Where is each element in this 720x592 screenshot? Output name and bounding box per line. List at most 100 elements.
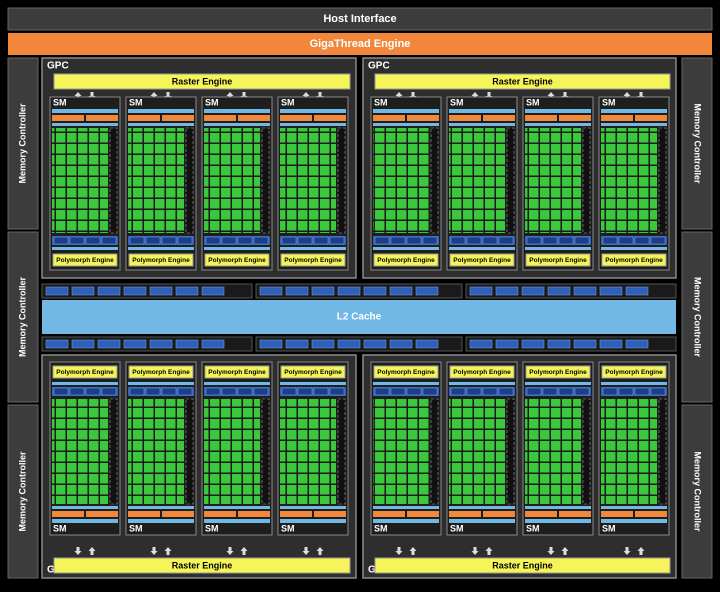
bus-segment [599,286,623,296]
sm-blue-strip [280,387,346,396]
sm-orange [86,115,118,121]
polymorph-engine-box [128,365,194,379]
sm-orange [52,511,84,517]
sm-orange [162,115,194,121]
raster-engine-box [374,73,671,90]
sm-bar [525,123,591,126]
sm-blue-strip [525,236,591,245]
sm-label: SM [205,523,219,533]
arrow [637,547,645,555]
sm-blue-strip [449,236,515,245]
sm-blue-strip [373,387,439,396]
sm-orange [601,115,633,121]
sm-blue-cell [281,387,297,396]
arrow [547,92,555,100]
sfu-column [185,127,194,234]
sm-bar [525,382,591,385]
sm-label: SM [281,97,295,107]
arrow [164,547,172,555]
sfu-column [185,398,194,505]
sm-orange [204,511,236,517]
polymorph-engine-box [280,253,346,267]
memory-controller: Memory Controller [17,451,27,532]
bus-segment [337,339,361,349]
sm-orange [449,115,481,121]
sm-orange [86,511,118,517]
memory-controller: Memory Controller [693,277,703,358]
sm-bar [128,519,194,523]
sm-orange [162,511,194,517]
bus-segment [97,339,121,349]
sm-blue-cell [542,387,558,396]
core-grid [128,399,184,504]
bus-segment [363,286,387,296]
sm-blue-cell [281,236,297,245]
gpc-label: GPC [47,61,69,72]
memory-controller: Memory Controller [693,103,703,184]
sm-bar [280,382,346,385]
bus-segment [521,286,545,296]
memory-controller-box [7,57,39,230]
bus-segment [45,339,69,349]
polymorph-engine-box [280,365,346,379]
bus-segment [573,339,597,349]
bus-segment [97,286,121,296]
sm-blue-cell [129,236,145,245]
arrow [547,547,555,555]
sm-blue-cell [526,387,542,396]
memory-controller: Memory Controller [17,276,27,357]
memory-controller-box [7,404,39,579]
sm-label: SM [526,97,540,107]
polymorph-engine: Polymorph Engine [56,369,114,376]
sm-blue-cell [85,236,101,245]
sfu-column [506,398,515,505]
sm-bar [280,519,346,523]
core-grid [52,128,108,233]
sm-blue-cell [390,387,406,396]
sm-orange [128,115,160,121]
sm-blue-cell [237,387,253,396]
bus-segment [573,286,597,296]
sm-blue-cell [161,387,177,396]
polymorph-engine-box [204,253,270,267]
sfu-column [430,127,439,234]
sm-blue-cell [482,387,498,396]
bus-segment [201,286,225,296]
sm-orange [280,115,312,121]
polymorph-engine: Polymorph Engine [208,257,266,264]
sm-blue-cell [313,236,329,245]
sm-bar [373,506,439,509]
sm-blue-strip [204,387,270,396]
sm-blue-cell [53,236,69,245]
bus-segment [389,286,413,296]
sm-label: SM [374,523,388,533]
sm-blue-cell [297,387,313,396]
sm-blue-cell [253,236,269,245]
bus-strip [465,336,677,352]
sm-blue-cell [450,236,466,245]
bus-segment [599,339,623,349]
sm-blue-cell [129,387,145,396]
sm-blue-cell [498,387,514,396]
sm-blue-cell [221,387,237,396]
bus-segment [337,286,361,296]
sm-blue-strip [52,387,118,396]
bus-segment [285,339,309,349]
sm-label: SM [129,97,143,107]
core-grid [373,128,429,233]
polymorph-engine-box [204,365,270,379]
sm-orange [483,115,515,121]
sm-orange [449,511,481,517]
core-grid [601,128,657,233]
sm-blue-cell [526,236,542,245]
sm-blue-cell [221,236,237,245]
polymorph-engine-box [525,365,591,379]
arrow [74,92,82,100]
raster-engine-box [374,557,671,574]
sm-blue-cell [85,387,101,396]
core-grid [204,128,260,233]
sm-bar [601,109,667,113]
sm-bar [204,247,270,250]
sm-bar [601,123,667,126]
